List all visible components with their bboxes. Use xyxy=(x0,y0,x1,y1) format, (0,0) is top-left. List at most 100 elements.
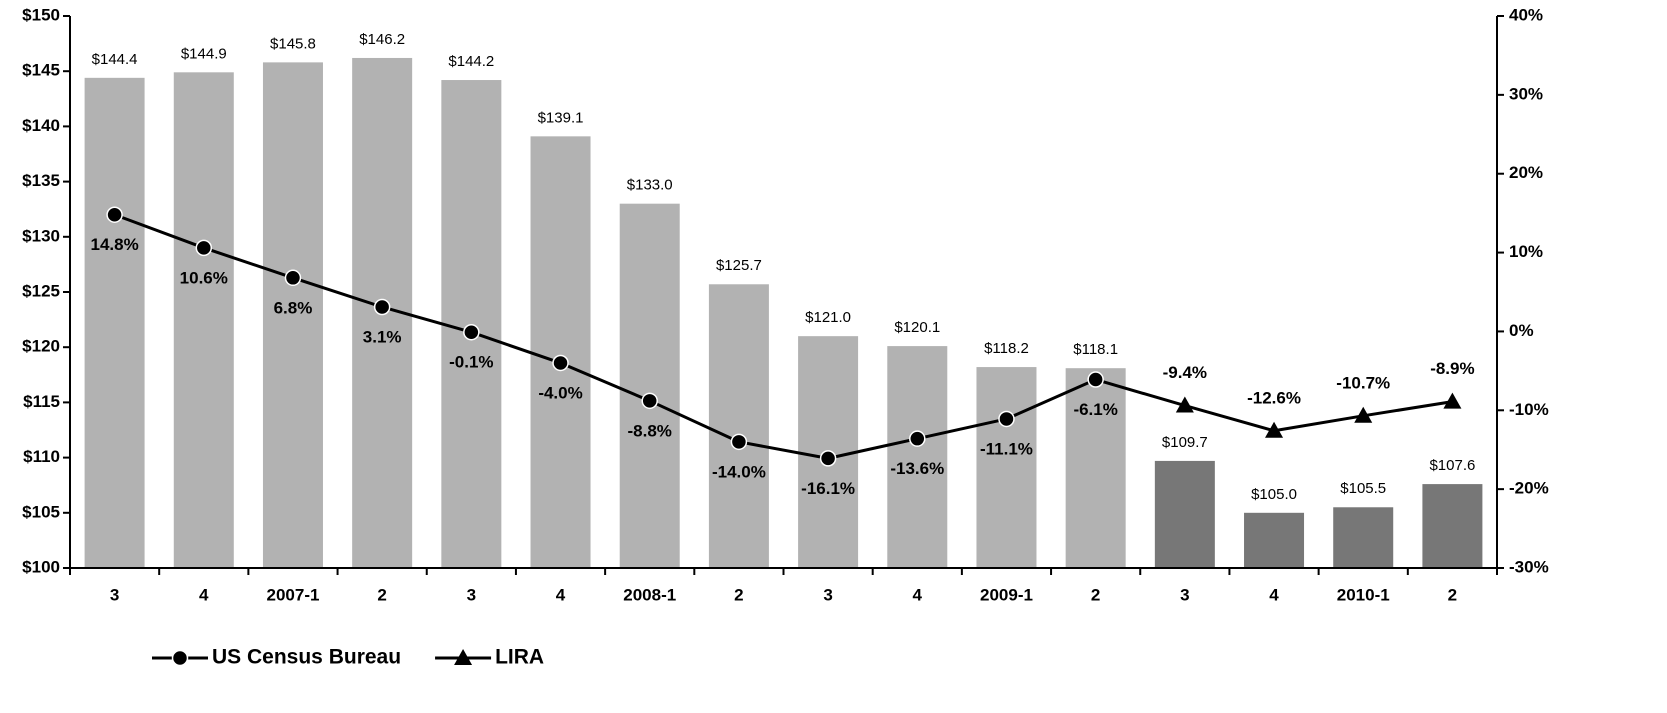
bar-value-label: $118.1 xyxy=(1073,341,1118,358)
line-connector xyxy=(1095,378,1186,407)
line xyxy=(114,213,1097,460)
bar-value-label: $145.8 xyxy=(270,35,316,52)
line-value-label: -13.6% xyxy=(890,459,944,478)
line-marker xyxy=(730,433,748,451)
legend-label: US Census Bureau xyxy=(212,646,401,669)
bar xyxy=(262,62,323,568)
line-marker xyxy=(1087,371,1104,388)
line-value-label: -8.9% xyxy=(1430,359,1474,378)
legend-marker xyxy=(171,649,189,667)
x-tick-label: 2 xyxy=(1448,585,1457,604)
x-tick-label: 2008-1 xyxy=(623,585,676,604)
line-marker xyxy=(284,269,302,287)
line-marker xyxy=(909,430,926,447)
x-tick-label: 2009-1 xyxy=(980,585,1033,604)
line-value-label: -6.1% xyxy=(1073,400,1117,419)
bar xyxy=(1244,512,1305,568)
bar-value-label: $105.5 xyxy=(1340,480,1386,497)
bar xyxy=(173,72,234,568)
y-tick-label: $150 xyxy=(22,5,60,24)
bar-value-label: $125.7 xyxy=(716,257,762,274)
bar xyxy=(84,77,145,568)
line-value-label: 6.8% xyxy=(274,298,313,317)
y2-tick-label: 30% xyxy=(1509,84,1543,103)
line-value-label: -16.1% xyxy=(801,479,855,498)
x-tick-label: 2 xyxy=(734,585,743,604)
y-tick-label: $100 xyxy=(22,557,60,576)
bar xyxy=(1065,368,1126,568)
bar-value-label: $133.0 xyxy=(627,177,673,194)
x-tick-label: 2007-1 xyxy=(267,585,320,604)
y2-tick-label: 20% xyxy=(1509,163,1543,182)
x-tick-label: 3 xyxy=(110,585,119,604)
line-marker xyxy=(552,354,569,372)
line-value-label: -8.8% xyxy=(628,421,672,440)
line-value-label: 3.1% xyxy=(363,327,402,346)
line-marker xyxy=(373,298,391,316)
bar xyxy=(619,203,680,568)
bar-value-label: $139.1 xyxy=(538,109,584,126)
line-value-label: -14.0% xyxy=(712,462,766,481)
line-value-label: -9.4% xyxy=(1163,363,1207,382)
line-value-label: 10.6% xyxy=(180,268,228,287)
line-marker xyxy=(463,323,480,341)
y-tick-label: $130 xyxy=(22,226,60,245)
line-marker xyxy=(641,392,658,410)
bar xyxy=(1154,460,1215,568)
y2-tick-label: 40% xyxy=(1509,5,1543,24)
line-value-label: -12.6% xyxy=(1247,388,1301,407)
line-value-label: -11.1% xyxy=(980,439,1033,458)
line-value-label: -10.7% xyxy=(1336,373,1390,392)
line-marker xyxy=(1265,421,1284,438)
bar xyxy=(530,136,591,568)
x-tick-label: 3 xyxy=(823,585,832,604)
y-tick-label: $135 xyxy=(22,171,60,190)
y-tick-label: $115 xyxy=(23,392,60,411)
x-tick-label: 2 xyxy=(377,585,386,604)
y2-tick-label: 0% xyxy=(1509,321,1534,340)
x-tick-label: 3 xyxy=(1180,585,1189,604)
line-marker xyxy=(1175,396,1194,413)
legend-label: LIRA xyxy=(495,646,544,669)
line-marker xyxy=(195,239,213,257)
bar-value-label: $144.4 xyxy=(92,51,138,68)
y-tick-label: $110 xyxy=(23,447,60,466)
bar-value-label: $121.0 xyxy=(805,309,851,326)
bar-value-label: $118.2 xyxy=(984,340,1029,357)
bar-value-label: $144.9 xyxy=(181,45,227,62)
x-tick-label: 4 xyxy=(556,585,566,604)
line-marker xyxy=(998,410,1015,428)
bar-value-label: $107.6 xyxy=(1429,457,1475,474)
line-marker xyxy=(819,450,837,467)
bar-value-label: $120.1 xyxy=(894,319,940,336)
y-tick-label: $105 xyxy=(22,502,60,521)
bar-value-label: $105.0 xyxy=(1251,486,1297,503)
bar-value-label: $146.2 xyxy=(359,31,405,48)
y2-tick-label: 10% xyxy=(1509,242,1543,261)
y2-tick-label: -20% xyxy=(1509,479,1549,498)
y-tick-label: $140 xyxy=(22,116,60,135)
bar xyxy=(708,284,769,568)
bar xyxy=(1333,507,1394,568)
line-marker xyxy=(1354,406,1373,423)
bar xyxy=(1422,484,1483,568)
y-tick-label: $125 xyxy=(22,281,60,300)
line-value-label: -4.0% xyxy=(538,383,582,402)
legend-marker xyxy=(454,649,473,665)
y2-tick-label: -30% xyxy=(1509,557,1549,576)
x-tick-label: 4 xyxy=(913,585,923,604)
line-value-label: 14.8% xyxy=(90,235,138,254)
x-tick-label: 2 xyxy=(1091,585,1100,604)
x-tick-label: 3 xyxy=(467,585,476,604)
line-value-label: -0.1% xyxy=(449,353,493,372)
x-tick-label: 4 xyxy=(1269,585,1279,604)
bar-value-label: $109.7 xyxy=(1162,434,1208,451)
x-tick-label: 4 xyxy=(199,585,209,604)
y2-tick-label: -10% xyxy=(1509,400,1549,419)
line xyxy=(1184,400,1453,433)
line-marker xyxy=(1443,392,1462,409)
line-marker xyxy=(106,206,123,223)
bar xyxy=(887,346,948,568)
bar-value-label: $144.2 xyxy=(448,53,494,70)
